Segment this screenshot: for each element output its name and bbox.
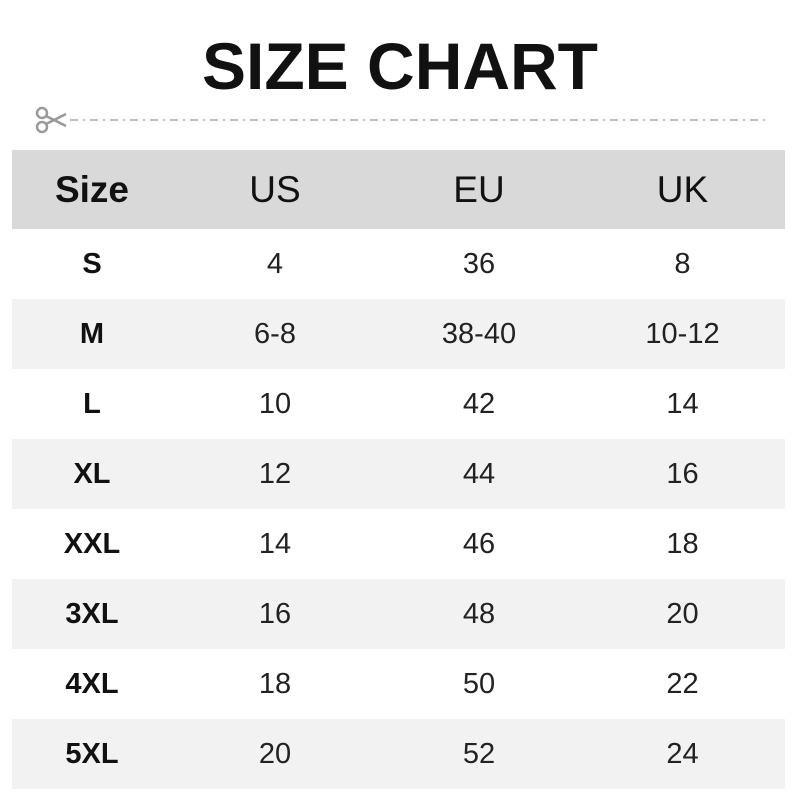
cell-us: 14 bbox=[258, 527, 292, 560]
table-row: 3XL 16 48 20 bbox=[12, 579, 785, 649]
cell-eu: 48 bbox=[462, 597, 496, 630]
cell-us: 4 bbox=[266, 247, 284, 280]
cell-size: 3XL bbox=[65, 597, 119, 630]
cell-us: 12 bbox=[258, 457, 292, 490]
table-row: 5XL 20 52 24 bbox=[12, 719, 785, 789]
table-row: L 10 42 14 bbox=[12, 369, 785, 439]
header-uk: UK bbox=[656, 168, 709, 210]
page-title: SIZE CHART bbox=[202, 29, 598, 103]
cell-us: 16 bbox=[258, 597, 292, 630]
table-row: XL 12 44 16 bbox=[12, 439, 785, 509]
scissors-icon bbox=[35, 106, 67, 134]
cell-uk: 10-12 bbox=[645, 317, 720, 350]
table-header: Size US EU UK bbox=[12, 150, 785, 229]
cell-size: 5XL bbox=[65, 737, 119, 770]
header-size: Size bbox=[54, 168, 130, 210]
table-row: XXL 14 46 18 bbox=[12, 509, 785, 579]
cell-size: S bbox=[82, 247, 102, 280]
header-eu: EU bbox=[453, 168, 505, 210]
cell-eu: 46 bbox=[462, 527, 496, 560]
cell-us: 20 bbox=[258, 737, 292, 770]
size-table: Size US EU UK S 4 36 8 M 6-8 38-40 10-12 L 10 42 14… bbox=[12, 150, 785, 789]
cell-eu: 38-40 bbox=[441, 317, 517, 350]
cell-us: 18 bbox=[258, 667, 292, 700]
cell-us: 6-8 bbox=[254, 317, 296, 350]
cell-eu: 44 bbox=[462, 457, 496, 490]
cell-uk: 18 bbox=[666, 527, 699, 560]
table-row: 4XL 18 50 22 bbox=[12, 649, 785, 719]
cell-eu: 42 bbox=[462, 387, 496, 420]
cell-us: 10 bbox=[258, 387, 292, 420]
cell-size: M bbox=[79, 317, 105, 350]
cell-uk: 22 bbox=[666, 667, 699, 700]
table-row: M 6-8 38-40 10-12 bbox=[12, 299, 785, 369]
cell-eu: 50 bbox=[462, 667, 496, 700]
cell-uk: 20 bbox=[666, 597, 699, 630]
cell-uk: 16 bbox=[666, 457, 699, 490]
table-row: S 4 36 8 bbox=[12, 229, 785, 299]
cell-eu: 36 bbox=[462, 247, 496, 280]
cell-size: XXL bbox=[63, 527, 121, 560]
cell-eu: 52 bbox=[462, 737, 496, 770]
cell-size: 4XL bbox=[65, 667, 119, 700]
cell-uk: 14 bbox=[666, 387, 699, 420]
cell-size: XL bbox=[73, 457, 111, 490]
header-us: US bbox=[249, 168, 301, 210]
cut-line bbox=[35, 106, 769, 134]
cell-size: L bbox=[83, 387, 101, 420]
cell-uk: 24 bbox=[666, 737, 699, 770]
cell-uk: 8 bbox=[674, 247, 691, 280]
